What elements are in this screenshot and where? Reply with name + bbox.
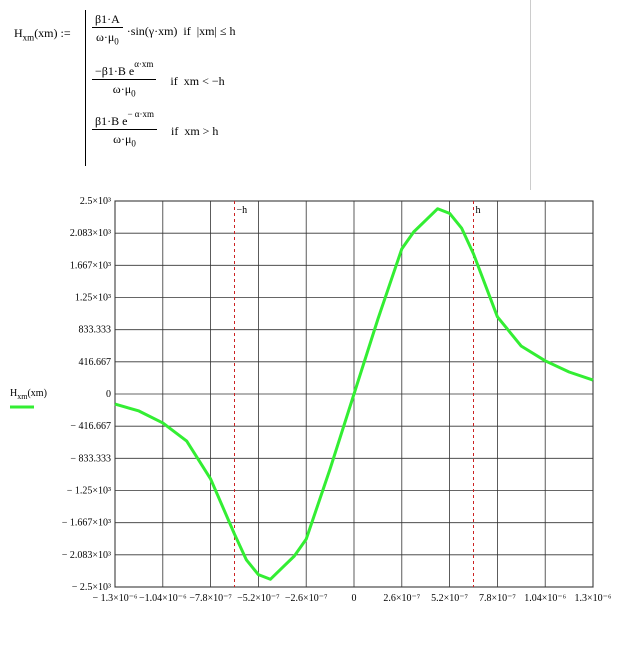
y-tick-label: − 833.333 bbox=[70, 453, 111, 464]
fraction: −β1·B eα·xm ω·μ0 bbox=[92, 59, 157, 98]
numerator-text: β1·A bbox=[95, 12, 120, 26]
numerator: β1·A bbox=[92, 12, 123, 28]
x-tick-label: 2.6×10⁻⁷ bbox=[383, 593, 420, 604]
marker-label: −h bbox=[237, 205, 248, 216]
y-tick-label: 2.5×10³ bbox=[80, 196, 111, 207]
y-tick-label: − 1.667×10³ bbox=[62, 518, 111, 529]
denominator-sub: 0 bbox=[131, 88, 136, 99]
y-tick-label: − 2.083×10³ bbox=[62, 550, 111, 561]
case-condition: if xm < −h bbox=[170, 74, 225, 88]
y-axis-label: Hxm(xm) bbox=[10, 388, 47, 401]
formula: Hxm(xm) := β1·A ω·μ0 ·sin(γ·xm) if |xm| ≤ … bbox=[0, 0, 624, 180]
denominator-sub: 0 bbox=[131, 138, 136, 149]
denominator: ω·μ0 bbox=[92, 80, 156, 98]
denominator-text: ω·μ bbox=[113, 132, 132, 146]
y-tick-label: − 416.667 bbox=[70, 421, 111, 432]
numerator-text: −β1·B e bbox=[95, 64, 135, 78]
lhs-sub: xm bbox=[22, 32, 35, 43]
y-label-rest: (xm) bbox=[27, 388, 46, 399]
fraction: β1·A ω·μ0 bbox=[92, 12, 123, 46]
case-condition: ·sin(γ·xm) if |xm| ≤ h bbox=[126, 24, 236, 38]
fraction: β1·B e− α·xm ω·μ0 bbox=[92, 109, 157, 148]
y-tick-label: 2.083×10³ bbox=[70, 228, 111, 239]
y-tick-label: − 2.5×10³ bbox=[72, 582, 111, 593]
case-condition: if xm > h bbox=[170, 124, 219, 138]
brace-bar bbox=[85, 10, 86, 166]
denominator-text: ω·μ bbox=[95, 30, 115, 44]
y-tick-label: 416.667 bbox=[79, 357, 112, 368]
denominator: ω·μ0 bbox=[92, 130, 157, 148]
y-tick-label: 1.667×10³ bbox=[70, 260, 111, 271]
lhs-base: H bbox=[14, 26, 23, 40]
denominator-text: ω·μ bbox=[112, 82, 132, 96]
lhs: Hxm(xm) := bbox=[14, 26, 71, 42]
x-tick-label: 7.8×10⁻⁷ bbox=[479, 593, 516, 604]
x-tick-label: 1.04×10⁻⁶ bbox=[524, 593, 566, 604]
x-tick-label: − 1.3×10⁻⁶ bbox=[92, 593, 138, 604]
y-tick-label: 0 bbox=[106, 389, 111, 400]
numerator-exponent: α·xm bbox=[134, 59, 154, 69]
marker-label: h bbox=[476, 205, 481, 216]
x-tick-label: −5.2×10⁻⁷ bbox=[237, 593, 280, 604]
x-tick-label: 0 bbox=[352, 593, 357, 604]
y-tick-label: 1.25×10³ bbox=[75, 293, 111, 304]
numerator-exponent: − α·xm bbox=[127, 109, 154, 119]
numerator: β1·B e− α·xm bbox=[92, 109, 157, 130]
denominator-sub: 0 bbox=[114, 36, 119, 47]
numerator: −β1·B eα·xm bbox=[92, 59, 157, 80]
y-label-sub: xm bbox=[17, 392, 28, 401]
numerator-text: β1·B e bbox=[95, 114, 128, 128]
lhs-rest: (xm) := bbox=[34, 26, 71, 40]
x-tick-label: 5.2×10⁻⁷ bbox=[431, 593, 468, 604]
y-tick-label: − 1.25×10³ bbox=[67, 486, 111, 497]
y-label-base: H bbox=[10, 388, 17, 399]
x-tick-label: 1.3×10⁻⁶ bbox=[575, 593, 612, 604]
x-tick-label: −7.8×10⁻⁷ bbox=[189, 593, 232, 604]
y-tick-label: 833.333 bbox=[79, 325, 112, 336]
denominator: ω·μ0 bbox=[92, 28, 123, 46]
x-tick-label: −1.04×10⁻⁶ bbox=[139, 593, 187, 604]
x-tick-label: −2.6×10⁻⁷ bbox=[285, 593, 328, 604]
series-line bbox=[114, 207, 594, 581]
page-separator bbox=[530, 0, 531, 190]
